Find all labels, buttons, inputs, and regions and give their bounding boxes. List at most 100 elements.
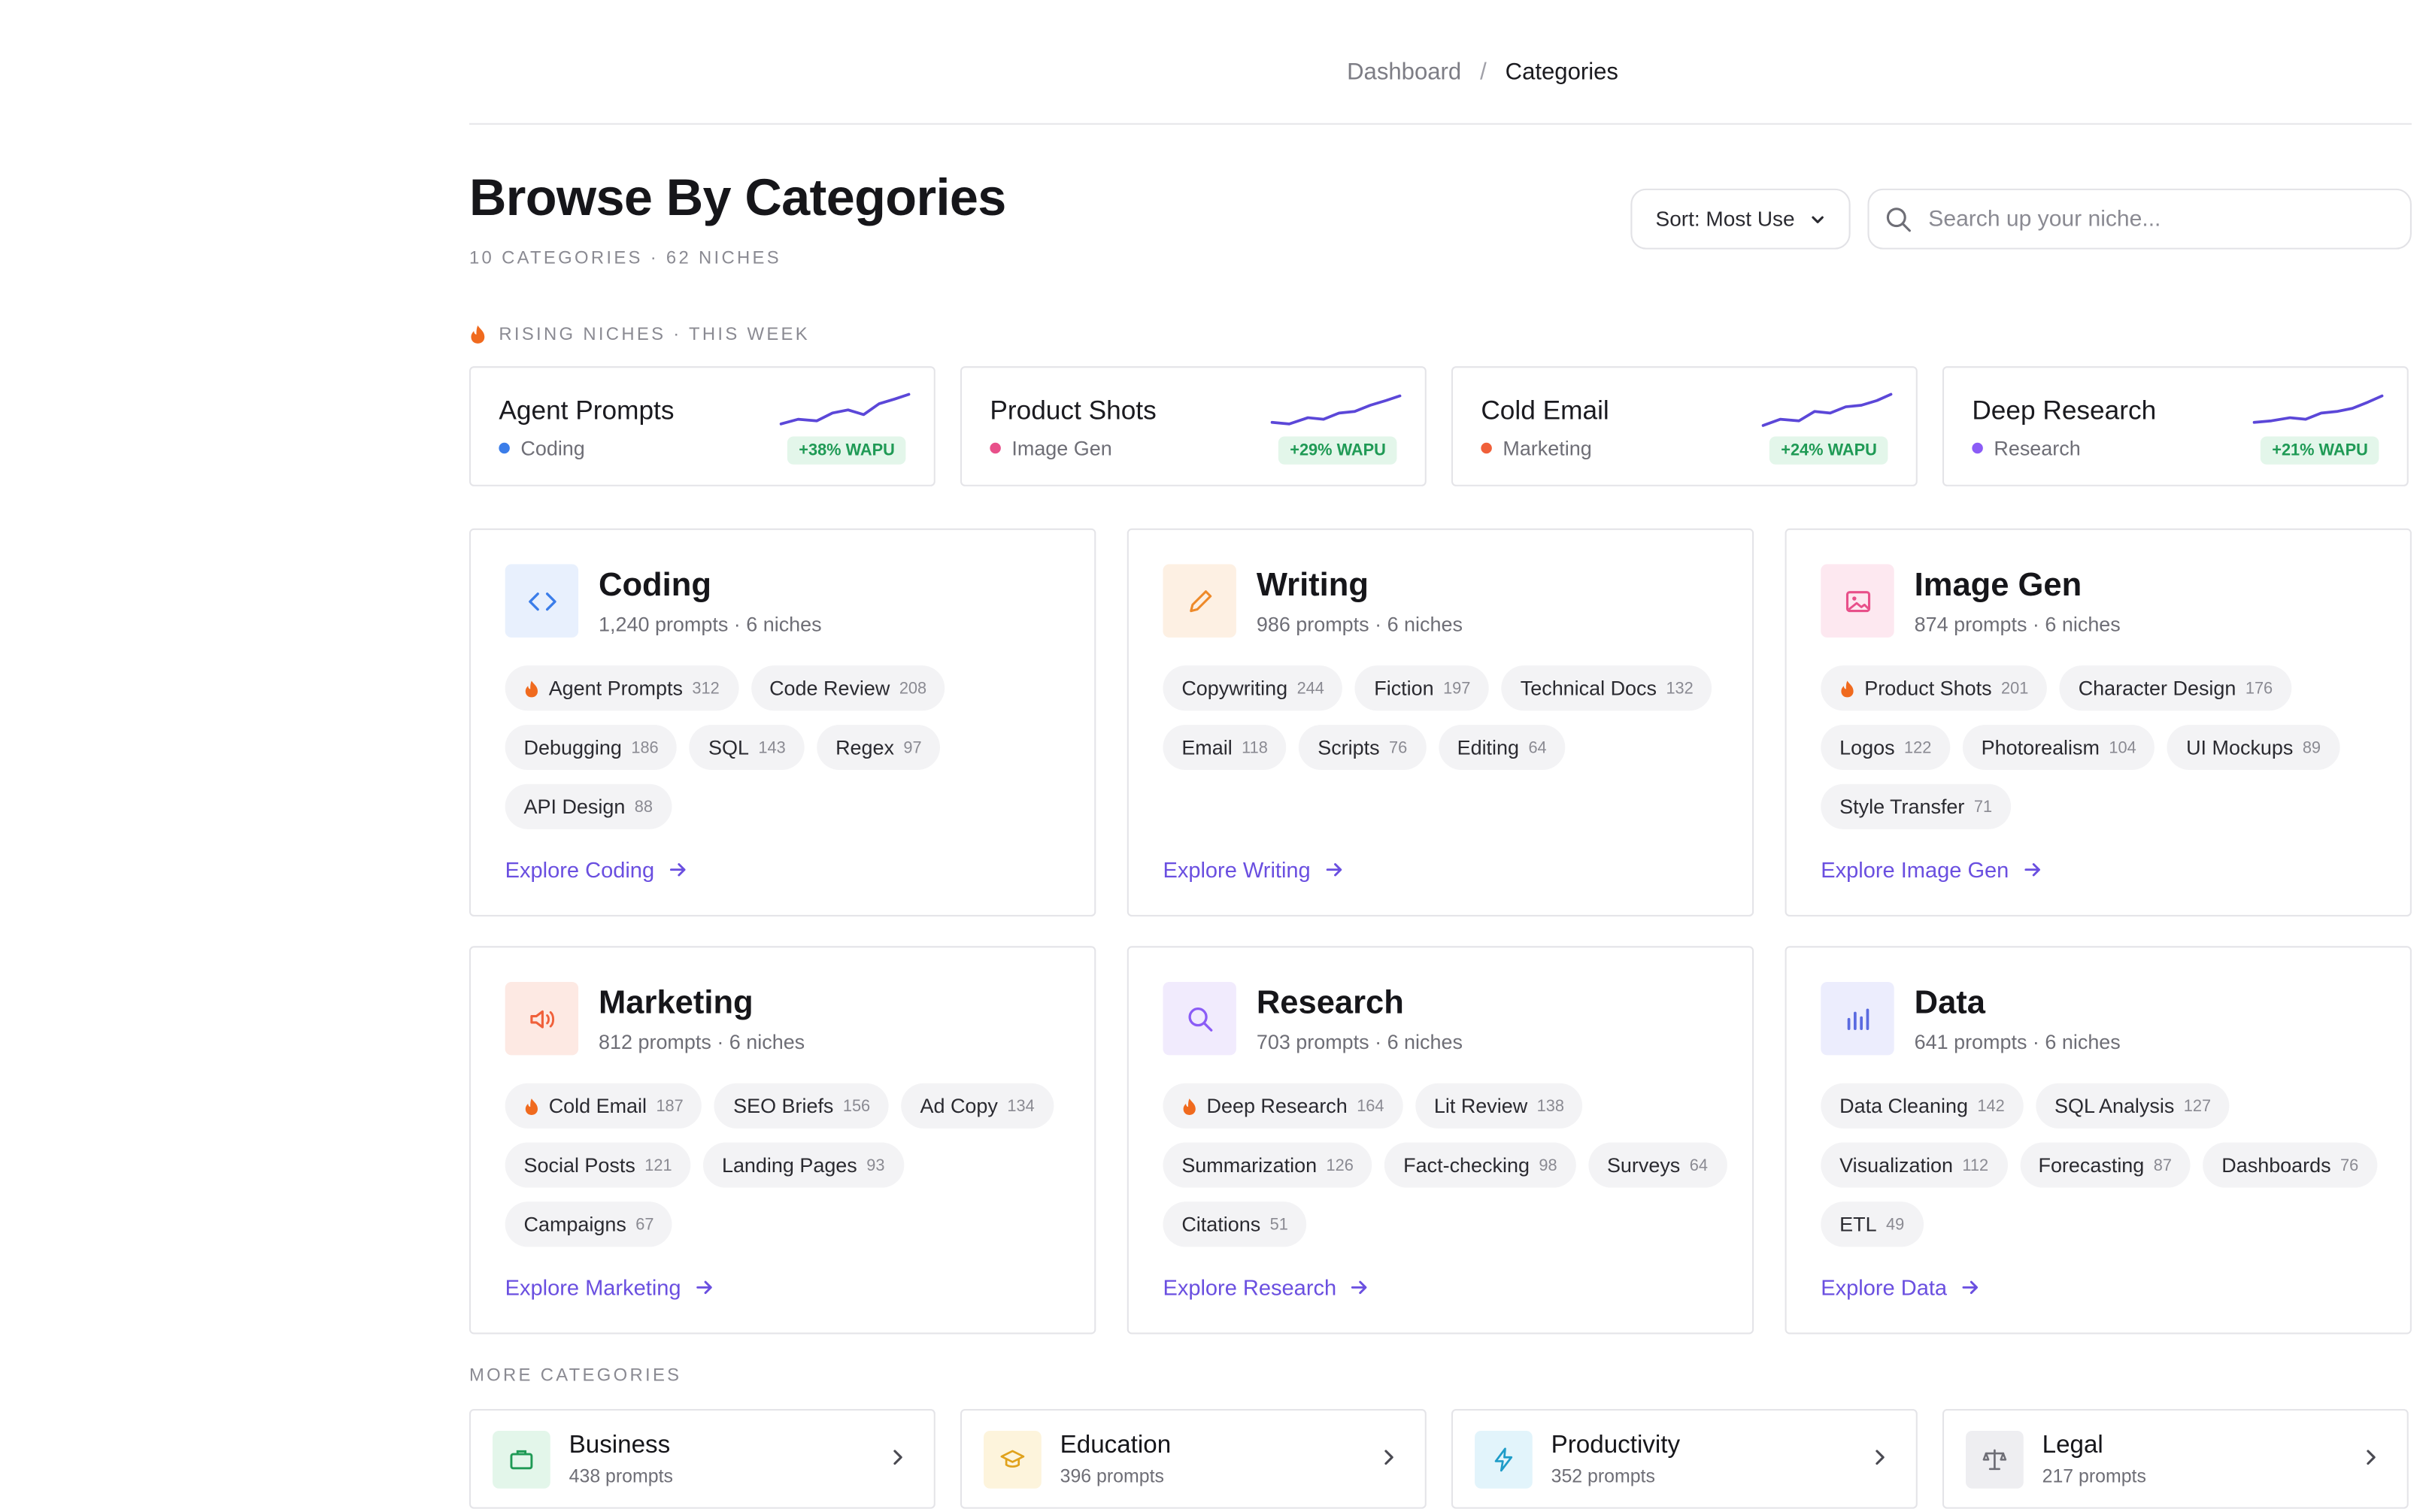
niche-chip[interactable]: Scripts 76 — [1299, 724, 1427, 771]
niche-chip[interactable]: Technical Docs 132 — [1501, 665, 1712, 711]
niche-chip-count: 97 — [903, 738, 922, 757]
breadcrumb: Dashboard / Categories — [1347, 59, 1618, 86]
niche-chip-count: 244 — [1296, 678, 1324, 698]
more-card-business[interactable]: Business 438 prompts — [469, 1408, 936, 1509]
arrow-right-icon — [1326, 863, 1342, 877]
niche-chip[interactable]: API Design 88 — [505, 783, 672, 829]
explore-image-gen-link[interactable]: Explore Image Gen — [1821, 857, 2042, 882]
rising-card-agent-prompts[interactable]: Agent Prompts Coding +38% WAPU — [469, 366, 936, 486]
niche-chip-count: 208 — [899, 678, 927, 698]
graduation-cap-icon — [984, 1431, 1042, 1489]
niche-chip[interactable]: Copywriting 244 — [1163, 665, 1343, 711]
niche-chip-label: Landing Pages — [721, 1153, 857, 1177]
niche-chip[interactable]: Deep Research 164 — [1163, 1083, 1403, 1129]
niche-chip[interactable]: SQL Analysis 127 — [2036, 1083, 2230, 1129]
niche-chip[interactable]: Campaigns 67 — [505, 1201, 673, 1247]
niche-chip[interactable]: Character Design 176 — [2059, 665, 2292, 711]
niche-chip[interactable]: Editing 64 — [1438, 724, 1566, 771]
more-card-title: Legal — [2042, 1432, 2103, 1459]
niche-chip[interactable]: Cold Email 187 — [505, 1083, 702, 1129]
niche-chip[interactable]: Product Shots 201 — [1821, 665, 2048, 711]
niche-chip[interactable]: ETL 49 — [1821, 1201, 1924, 1247]
rising-card-product-shots[interactable]: Product Shots Image Gen +29% WAPU — [960, 366, 1427, 486]
niche-chip[interactable]: Surveys 64 — [1588, 1142, 1727, 1188]
niche-chip-label: Social Posts — [523, 1153, 635, 1177]
niche-chip[interactable]: Summarization 126 — [1163, 1142, 1372, 1188]
category-card-data: Data 641 prompts · 6 niches Data Cleanin… — [1785, 946, 2412, 1335]
niche-chip[interactable]: Ad Copy 134 — [901, 1083, 1054, 1129]
niche-chip[interactable]: Debugging 186 — [505, 724, 678, 771]
niche-chip-label: Surveys — [1606, 1153, 1681, 1177]
explore-coding-link[interactable]: Explore Coding — [505, 857, 687, 882]
niche-chip-count: 93 — [866, 1156, 885, 1175]
rising-card-cold-email[interactable]: Cold Email Marketing +24% WAPU — [1451, 366, 1918, 486]
niche-chip-list: Copywriting 244 Fiction 197 Technical Docs… — [1163, 665, 1739, 771]
niche-chip[interactable]: Lit Review 138 — [1415, 1083, 1583, 1129]
explore-research-link[interactable]: Explore Research — [1163, 1275, 1369, 1300]
flame-icon — [471, 325, 485, 344]
arrow-right-icon — [1962, 1280, 1978, 1295]
niche-chip-list: Agent Prompts 312 Code Review 208 Debuggin… — [505, 665, 1082, 829]
code-icon — [505, 564, 579, 638]
niche-chip[interactable]: Fact-checking 98 — [1384, 1142, 1576, 1188]
niche-chip[interactable]: Email 118 — [1163, 724, 1287, 771]
explore-link-label: Explore Writing — [1163, 857, 1311, 883]
niche-chip-count: 143 — [758, 738, 786, 757]
niche-chip-count: 118 — [1242, 738, 1268, 757]
niche-chip-count: 164 — [1357, 1096, 1384, 1116]
niche-chip[interactable]: SEO Briefs 156 — [714, 1083, 890, 1129]
niche-chip[interactable]: Dashboards 76 — [2203, 1142, 2378, 1188]
sort-dropdown[interactable]: Sort: Most Use — [1630, 188, 1851, 250]
niche-chip-label: Lit Review — [1433, 1094, 1528, 1118]
niche-chip[interactable]: Logos 122 — [1821, 724, 1951, 771]
niche-chip[interactable]: Social Posts 121 — [505, 1142, 691, 1188]
niche-chip-count: 201 — [2001, 678, 2029, 698]
explore-writing-link[interactable]: Explore Writing — [1163, 857, 1343, 882]
category-card-research: Research 703 prompts · 6 niches Deep Res… — [1127, 946, 1754, 1335]
breadcrumb-dashboard-link[interactable]: Dashboard — [1347, 59, 1462, 86]
niche-chip[interactable]: Agent Prompts 312 — [505, 665, 738, 711]
rising-card-deep-research[interactable]: Deep Research Research +21% WAPU — [1942, 366, 2409, 486]
category-card-image-gen: Image Gen 874 prompts · 6 niches Product… — [1785, 528, 2412, 917]
niche-chip-label: Email — [1181, 735, 1233, 759]
niche-chip[interactable]: SQL 143 — [690, 724, 805, 771]
category-meta: 641 prompts · 6 niches — [1914, 1030, 2121, 1054]
niche-chip[interactable]: Style Transfer 71 — [1821, 783, 2011, 829]
niche-chip-count: 49 — [1886, 1214, 1905, 1234]
arrow-right-icon — [2024, 863, 2040, 877]
pencil-icon — [1163, 564, 1236, 638]
growth-badge: +38% WAPU — [787, 436, 906, 465]
page-title: Browse By Categories — [469, 168, 1006, 226]
category-dot — [499, 442, 510, 454]
rising-card-title: Cold Email — [1481, 395, 1609, 426]
category-title: Image Gen — [1914, 567, 2082, 604]
search-input[interactable] — [1928, 206, 2381, 232]
niche-chip[interactable]: Code Review 208 — [751, 665, 946, 711]
more-card-productivity[interactable]: Productivity 352 prompts — [1451, 1408, 1918, 1509]
growth-badge: +29% WAPU — [1278, 436, 1397, 465]
category-meta: 874 prompts · 6 niches — [1914, 612, 2121, 636]
growth-badge: +21% WAPU — [2261, 436, 2379, 465]
niche-chip[interactable]: Fiction 197 — [1355, 665, 1490, 711]
niche-chip-count: 98 — [1539, 1156, 1557, 1175]
niche-chip-label: API Design — [523, 795, 626, 819]
niche-chip[interactable]: Photorealism 104 — [1962, 724, 2155, 771]
explore-link-label: Explore Data — [1821, 1274, 1948, 1300]
niche-chip-label: Scripts — [1318, 735, 1380, 759]
explore-data-link[interactable]: Explore Data — [1821, 1275, 1979, 1300]
niche-chip[interactable]: Regex 97 — [817, 724, 941, 771]
explore-marketing-link[interactable]: Explore Marketing — [505, 1275, 714, 1300]
niche-chip[interactable]: Visualization 112 — [1821, 1142, 2008, 1188]
niche-chip-label: Technical Docs — [1520, 676, 1657, 700]
rising-niches-label: RISING NICHES · THIS WEEK — [469, 324, 810, 344]
niche-chip[interactable]: Landing Pages 93 — [703, 1142, 904, 1188]
niche-chip[interactable]: Forecasting 87 — [2019, 1142, 2191, 1188]
niche-chip-label: Deep Research — [1206, 1094, 1348, 1118]
niche-chip-count: 104 — [2109, 738, 2136, 757]
niche-chip[interactable]: Citations 51 — [1163, 1201, 1307, 1247]
more-card-education[interactable]: Education 396 prompts — [960, 1408, 1427, 1509]
niche-chip[interactable]: UI Mockups 89 — [2167, 724, 2340, 771]
niche-chip[interactable]: Data Cleaning 142 — [1821, 1083, 2024, 1129]
more-card-legal[interactable]: Legal 217 prompts — [1942, 1408, 2409, 1509]
category-title: Data — [1914, 985, 1986, 1021]
